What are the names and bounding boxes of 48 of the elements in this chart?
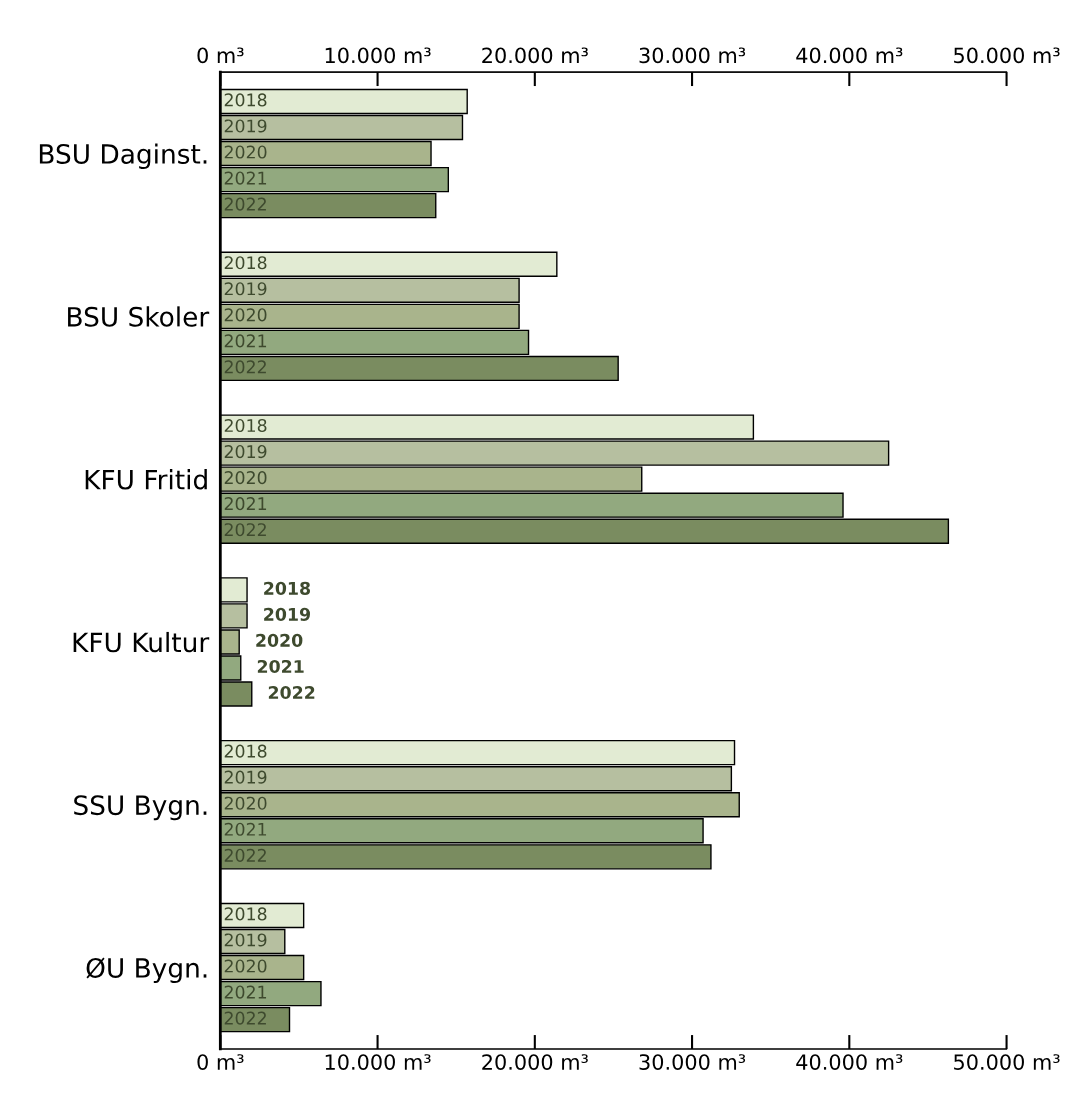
- series-label: 2019: [224, 282, 267, 296]
- text: 2020: [224, 145, 267, 159]
- text: 2022: [224, 848, 266, 862]
- x2-tick-label: 50.000 m³: [954, 47, 1060, 64]
- x2-tick-label: 40.000 m³: [796, 47, 903, 64]
- text: 2018: [264, 581, 311, 595]
- y-tick-label: BSU Daginst.: [39, 143, 207, 170]
- text: 2021: [224, 822, 267, 836]
- text: 2020: [224, 959, 267, 973]
- text: 2022: [224, 1011, 266, 1025]
- series-label: 2021: [224, 171, 267, 185]
- series-label: 2018: [224, 418, 267, 433]
- text: 2020: [224, 471, 267, 485]
- x-tick-label: 0 m³: [197, 1054, 244, 1070]
- text: 2019: [264, 607, 310, 621]
- series-label: 2022: [224, 523, 266, 537]
- text: 2018: [224, 744, 267, 758]
- x2-tick-label: 10.000 m³: [325, 47, 431, 64]
- text: 2022: [224, 360, 266, 374]
- y-tick-label: ØU Bygn.: [86, 957, 207, 984]
- text: 2021: [224, 985, 267, 999]
- y-tick-label: KFU Fritid: [85, 469, 207, 490]
- text: 2022: [224, 197, 266, 211]
- x2-tick-label: 20.000 m³: [482, 47, 588, 64]
- text: 2019: [224, 770, 267, 784]
- x-tick-label: 50.000 m³: [954, 1054, 1060, 1070]
- text: 2021: [224, 334, 267, 348]
- text: 2022: [268, 685, 315, 700]
- x-tick-label: 40.000 m³: [796, 1054, 903, 1070]
- x-tick-label: 30.000 m³: [639, 1054, 746, 1070]
- text: 2019: [224, 933, 267, 947]
- x-tick-label: 20.000 m³: [482, 1054, 588, 1070]
- text: 2020: [224, 796, 267, 810]
- text: 2020: [256, 633, 303, 647]
- text: 2019: [224, 119, 267, 133]
- text: 2021: [257, 659, 304, 674]
- text: 2019: [224, 445, 267, 459]
- y-tick-label: KFU Kultur: [73, 631, 210, 653]
- x2-tick-label: 30.000 m³: [639, 47, 746, 64]
- series-label: 2020: [224, 308, 267, 322]
- x2-tick-label: 0 m³: [197, 47, 244, 64]
- y-tick-label: BSU Skoler: [68, 306, 210, 327]
- y-tick-label: SSU Bygn.: [74, 795, 207, 821]
- text: 2018: [224, 93, 267, 107]
- x-tick-label: 10.000 m³: [325, 1054, 431, 1070]
- text: 2018: [224, 256, 267, 270]
- text: 2021: [224, 497, 267, 511]
- text: 2018: [224, 907, 267, 921]
